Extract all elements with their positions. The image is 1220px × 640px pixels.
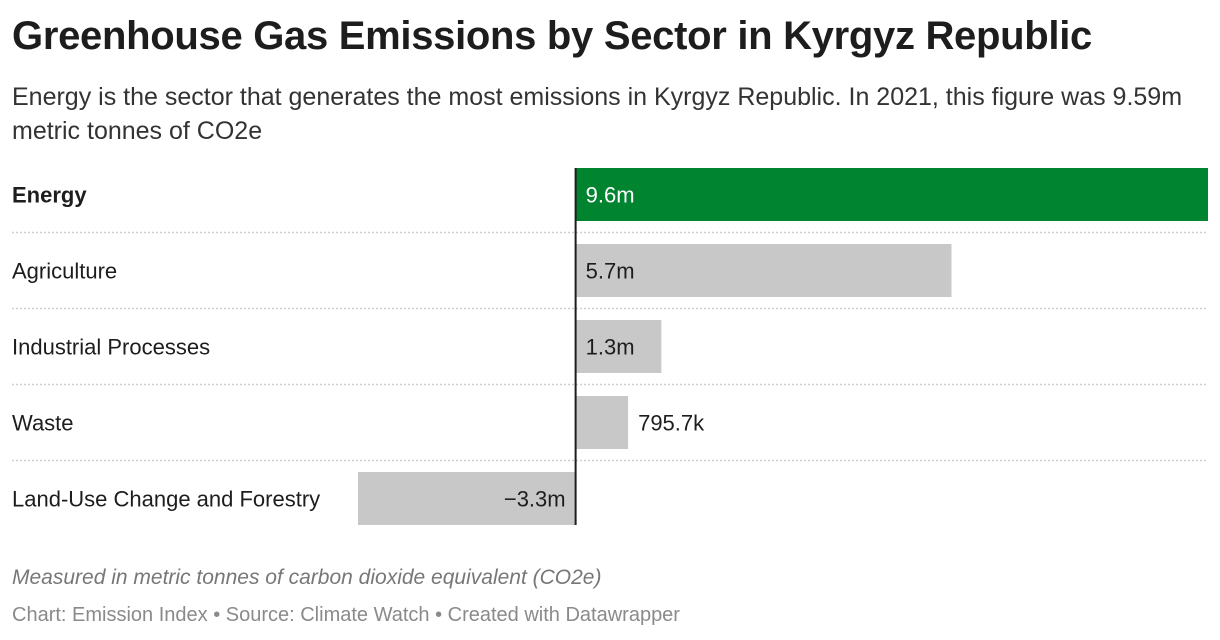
category-label: Agriculture xyxy=(12,259,117,284)
bar-industrial-processes xyxy=(575,320,662,373)
category-label: Industrial Processes xyxy=(12,335,210,360)
value-label: 795.7k xyxy=(638,411,705,436)
chart-footer: Chart: Emission Index • Source: Climate … xyxy=(12,604,680,626)
bar-land-use-change-and-forestry xyxy=(358,472,576,525)
value-label: 1.3m xyxy=(586,335,635,360)
value-label: 5.7m xyxy=(586,259,635,284)
category-label: Waste xyxy=(12,411,74,436)
bar-energy xyxy=(575,168,1208,221)
chart-title: Greenhouse Gas Emissions by Sector in Ky… xyxy=(12,14,1092,58)
category-label: Energy xyxy=(12,183,87,208)
category-label: Land-Use Change and Forestry xyxy=(12,487,320,512)
value-label: −3.3m xyxy=(504,487,566,512)
chart-note: Measured in metric tonnes of carbon diox… xyxy=(12,566,602,589)
bar-waste xyxy=(575,396,629,449)
value-label: 9.6m xyxy=(586,183,635,208)
chart-subtitle: Energy is the sector that generates the … xyxy=(12,83,1183,145)
bar-agriculture xyxy=(575,244,952,297)
